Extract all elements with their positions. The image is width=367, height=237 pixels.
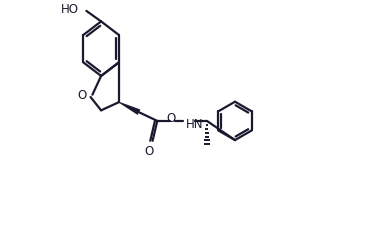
Text: HN: HN: [186, 118, 204, 131]
Text: O: O: [167, 112, 176, 125]
Text: O: O: [145, 146, 154, 159]
Text: HO: HO: [61, 3, 79, 16]
Polygon shape: [119, 102, 141, 115]
Text: O: O: [77, 89, 87, 102]
